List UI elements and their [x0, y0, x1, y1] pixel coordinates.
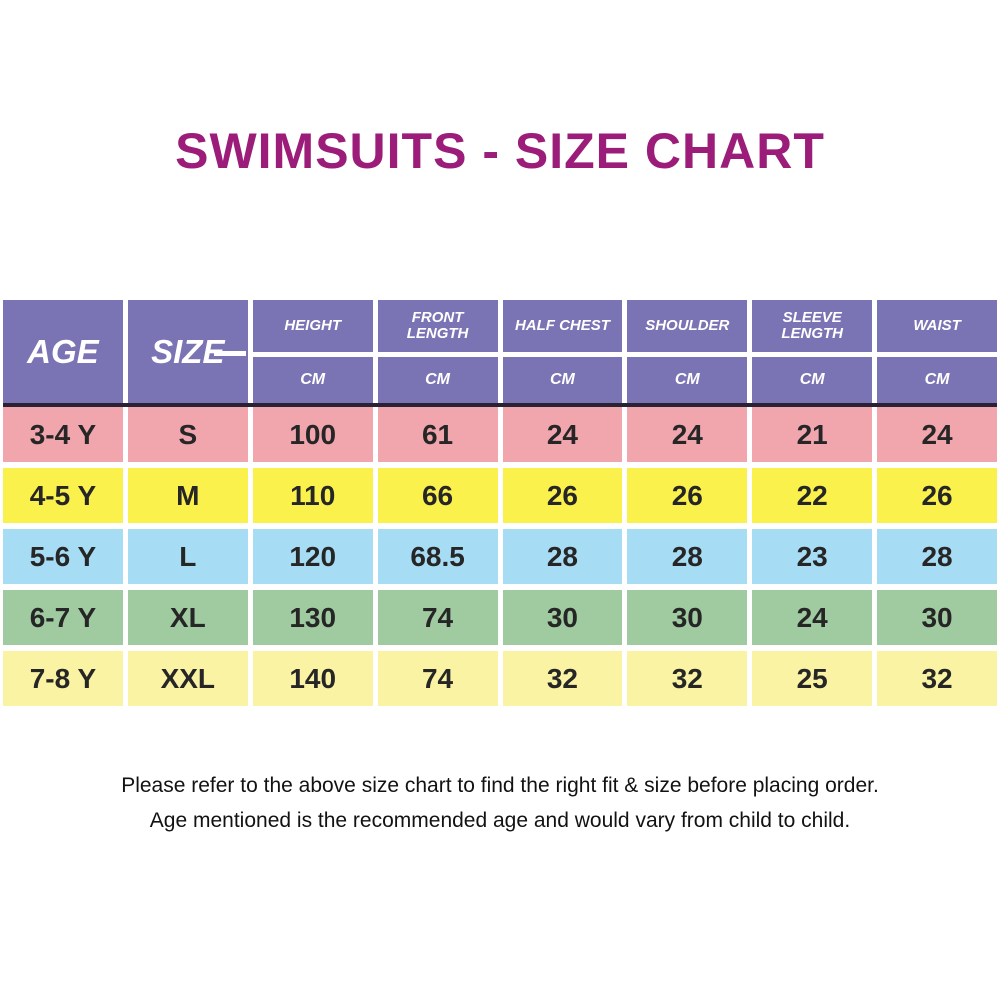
size-chart-table: AGE SIZE HEIGHT CM FRONT LENGTH CM HALF CHES…	[3, 300, 997, 706]
header-sleeve-length: SLEEVE LENGTH	[752, 300, 873, 352]
size-cell: S	[127, 407, 248, 462]
header-shoulder: SHOULDER	[627, 300, 748, 352]
value-cell: 26	[877, 468, 997, 523]
value-cell: 74	[377, 590, 498, 645]
age-cell: 7-8 Y	[3, 651, 123, 706]
value-cell: 26	[627, 468, 748, 523]
value-cell: 24	[627, 407, 748, 462]
footer-line-1: Please refer to the above size chart to …	[121, 774, 879, 797]
value-cell: 68.5	[377, 529, 498, 584]
size-cell: L	[127, 529, 248, 584]
value-cell: 140	[252, 651, 373, 706]
header-unit-cm: CM	[877, 357, 997, 403]
header-size: SIZE	[127, 300, 248, 403]
age-cell: 4-5 Y	[3, 468, 123, 523]
value-cell: 32	[877, 651, 997, 706]
value-cell: 23	[752, 529, 873, 584]
footer-note: Please refer to the above size chart to …	[0, 768, 1000, 838]
value-cell: 24	[502, 407, 623, 462]
value-cell: 28	[502, 529, 623, 584]
value-cell: 110	[252, 468, 373, 523]
value-cell: 28	[627, 529, 748, 584]
size-cell: XXL	[127, 651, 248, 706]
value-cell: 130	[252, 590, 373, 645]
value-cell: 28	[877, 529, 997, 584]
header-front-length: FRONT LENGTH	[377, 300, 498, 352]
page-title: SWIMSUITS - SIZE CHART	[175, 123, 825, 179]
value-cell: 21	[752, 407, 873, 462]
header-waist: WAIST	[877, 300, 997, 352]
footer-line-2: Age mentioned is the recommended age and…	[149, 809, 851, 832]
value-cell: 24	[877, 407, 997, 462]
value-cell: 30	[627, 590, 748, 645]
value-cell: 32	[627, 651, 748, 706]
value-cell: 100	[252, 407, 373, 462]
age-cell: 6-7 Y	[3, 590, 123, 645]
header-unit-cm: CM	[627, 357, 748, 403]
header-unit-cm: CM	[252, 357, 373, 403]
header-unit-cm: CM	[502, 357, 623, 403]
value-cell: 74	[377, 651, 498, 706]
value-cell: 120	[252, 529, 373, 584]
table-body: 3-4 Y S 100 61 24 24 21 24 4-5 Y M 110 66 26 26 22 26 5-…	[3, 407, 997, 706]
value-cell: 30	[877, 590, 997, 645]
value-cell: 30	[502, 590, 623, 645]
table-header: AGE SIZE HEIGHT CM FRONT LENGTH CM HALF CHES…	[3, 300, 997, 403]
size-cell: M	[127, 468, 248, 523]
header-half-chest: HALF CHEST	[502, 300, 623, 352]
value-cell: 24	[752, 590, 873, 645]
size-cell: XL	[127, 590, 248, 645]
value-cell: 66	[377, 468, 498, 523]
value-cell: 25	[752, 651, 873, 706]
header-age: AGE	[3, 300, 123, 403]
value-cell: 22	[752, 468, 873, 523]
header-unit-cm: CM	[377, 357, 498, 403]
age-cell: 5-6 Y	[3, 529, 123, 584]
value-cell: 26	[502, 468, 623, 523]
age-cell: 3-4 Y	[3, 407, 123, 462]
header-height: HEIGHT	[252, 300, 373, 352]
value-cell: 61	[377, 407, 498, 462]
value-cell: 32	[502, 651, 623, 706]
header-unit-cm: CM	[752, 357, 873, 403]
header-divider-line	[3, 403, 997, 407]
